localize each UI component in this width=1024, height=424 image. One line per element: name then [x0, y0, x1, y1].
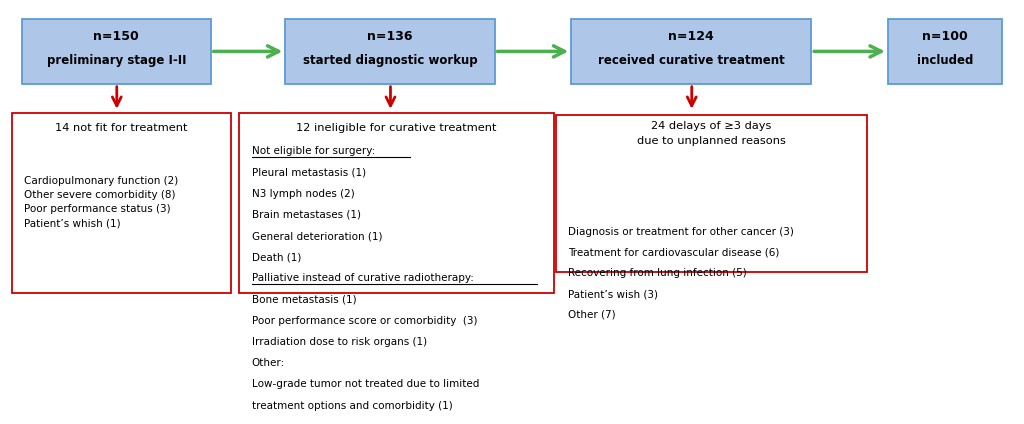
FancyBboxPatch shape	[286, 19, 495, 84]
Text: Poor performance status (3): Poor performance status (3)	[24, 204, 170, 214]
Text: included: included	[916, 54, 973, 67]
Text: Other:: Other:	[252, 358, 285, 368]
Text: Diagnosis or treatment for other cancer (3): Diagnosis or treatment for other cancer …	[568, 227, 794, 237]
FancyBboxPatch shape	[556, 114, 867, 272]
Text: Pleural metastasis (1): Pleural metastasis (1)	[252, 167, 366, 178]
FancyBboxPatch shape	[11, 113, 231, 293]
Text: Bone metastasis (1): Bone metastasis (1)	[252, 295, 356, 304]
Text: 14 not fit for treatment: 14 not fit for treatment	[55, 123, 187, 133]
Text: Other severe comorbidity (8): Other severe comorbidity (8)	[24, 190, 175, 200]
FancyBboxPatch shape	[240, 113, 554, 293]
Text: Cardiopulmonary function (2): Cardiopulmonary function (2)	[24, 176, 178, 186]
Text: started diagnostic workup: started diagnostic workup	[303, 54, 477, 67]
Text: Treatment for cardiovascular disease (6): Treatment for cardiovascular disease (6)	[568, 248, 779, 258]
Text: n=150: n=150	[93, 30, 139, 43]
Text: Other (7): Other (7)	[568, 310, 615, 320]
Text: N3 lymph nodes (2): N3 lymph nodes (2)	[252, 189, 354, 199]
Text: due to unplanned reasons: due to unplanned reasons	[637, 136, 786, 146]
Text: n=124: n=124	[669, 30, 714, 43]
Text: Not eligible for surgery:: Not eligible for surgery:	[252, 146, 375, 156]
FancyBboxPatch shape	[571, 19, 811, 84]
Text: n=136: n=136	[368, 30, 413, 43]
Text: Poor performance score or comorbidity  (3): Poor performance score or comorbidity (3…	[252, 316, 477, 326]
Text: received curative treatment: received curative treatment	[598, 54, 784, 67]
Text: preliminary stage I-II: preliminary stage I-II	[46, 54, 186, 67]
Text: Low-grade tumor not treated due to limited: Low-grade tumor not treated due to limit…	[252, 379, 479, 389]
Text: n=100: n=100	[923, 30, 968, 43]
Text: General deterioration (1): General deterioration (1)	[252, 231, 382, 241]
FancyBboxPatch shape	[22, 19, 211, 84]
Text: 24 delays of ≥3 days: 24 delays of ≥3 days	[651, 121, 772, 131]
Text: Irradiation dose to risk organs (1): Irradiation dose to risk organs (1)	[252, 337, 427, 347]
Text: 12 ineligible for curative treatment: 12 ineligible for curative treatment	[296, 123, 497, 133]
Text: Patient’s wish (3): Patient’s wish (3)	[568, 289, 658, 299]
Text: Death (1): Death (1)	[252, 252, 301, 262]
FancyBboxPatch shape	[888, 19, 1002, 84]
Text: Brain metastases (1): Brain metastases (1)	[252, 210, 360, 220]
Text: Patient’s whish (1): Patient’s whish (1)	[24, 218, 121, 228]
Text: treatment options and comorbidity (1): treatment options and comorbidity (1)	[252, 401, 453, 410]
Text: Recovering from lung infection (5): Recovering from lung infection (5)	[568, 268, 746, 279]
Text: Palliative instead of curative radiotherapy:: Palliative instead of curative radiother…	[252, 273, 473, 284]
